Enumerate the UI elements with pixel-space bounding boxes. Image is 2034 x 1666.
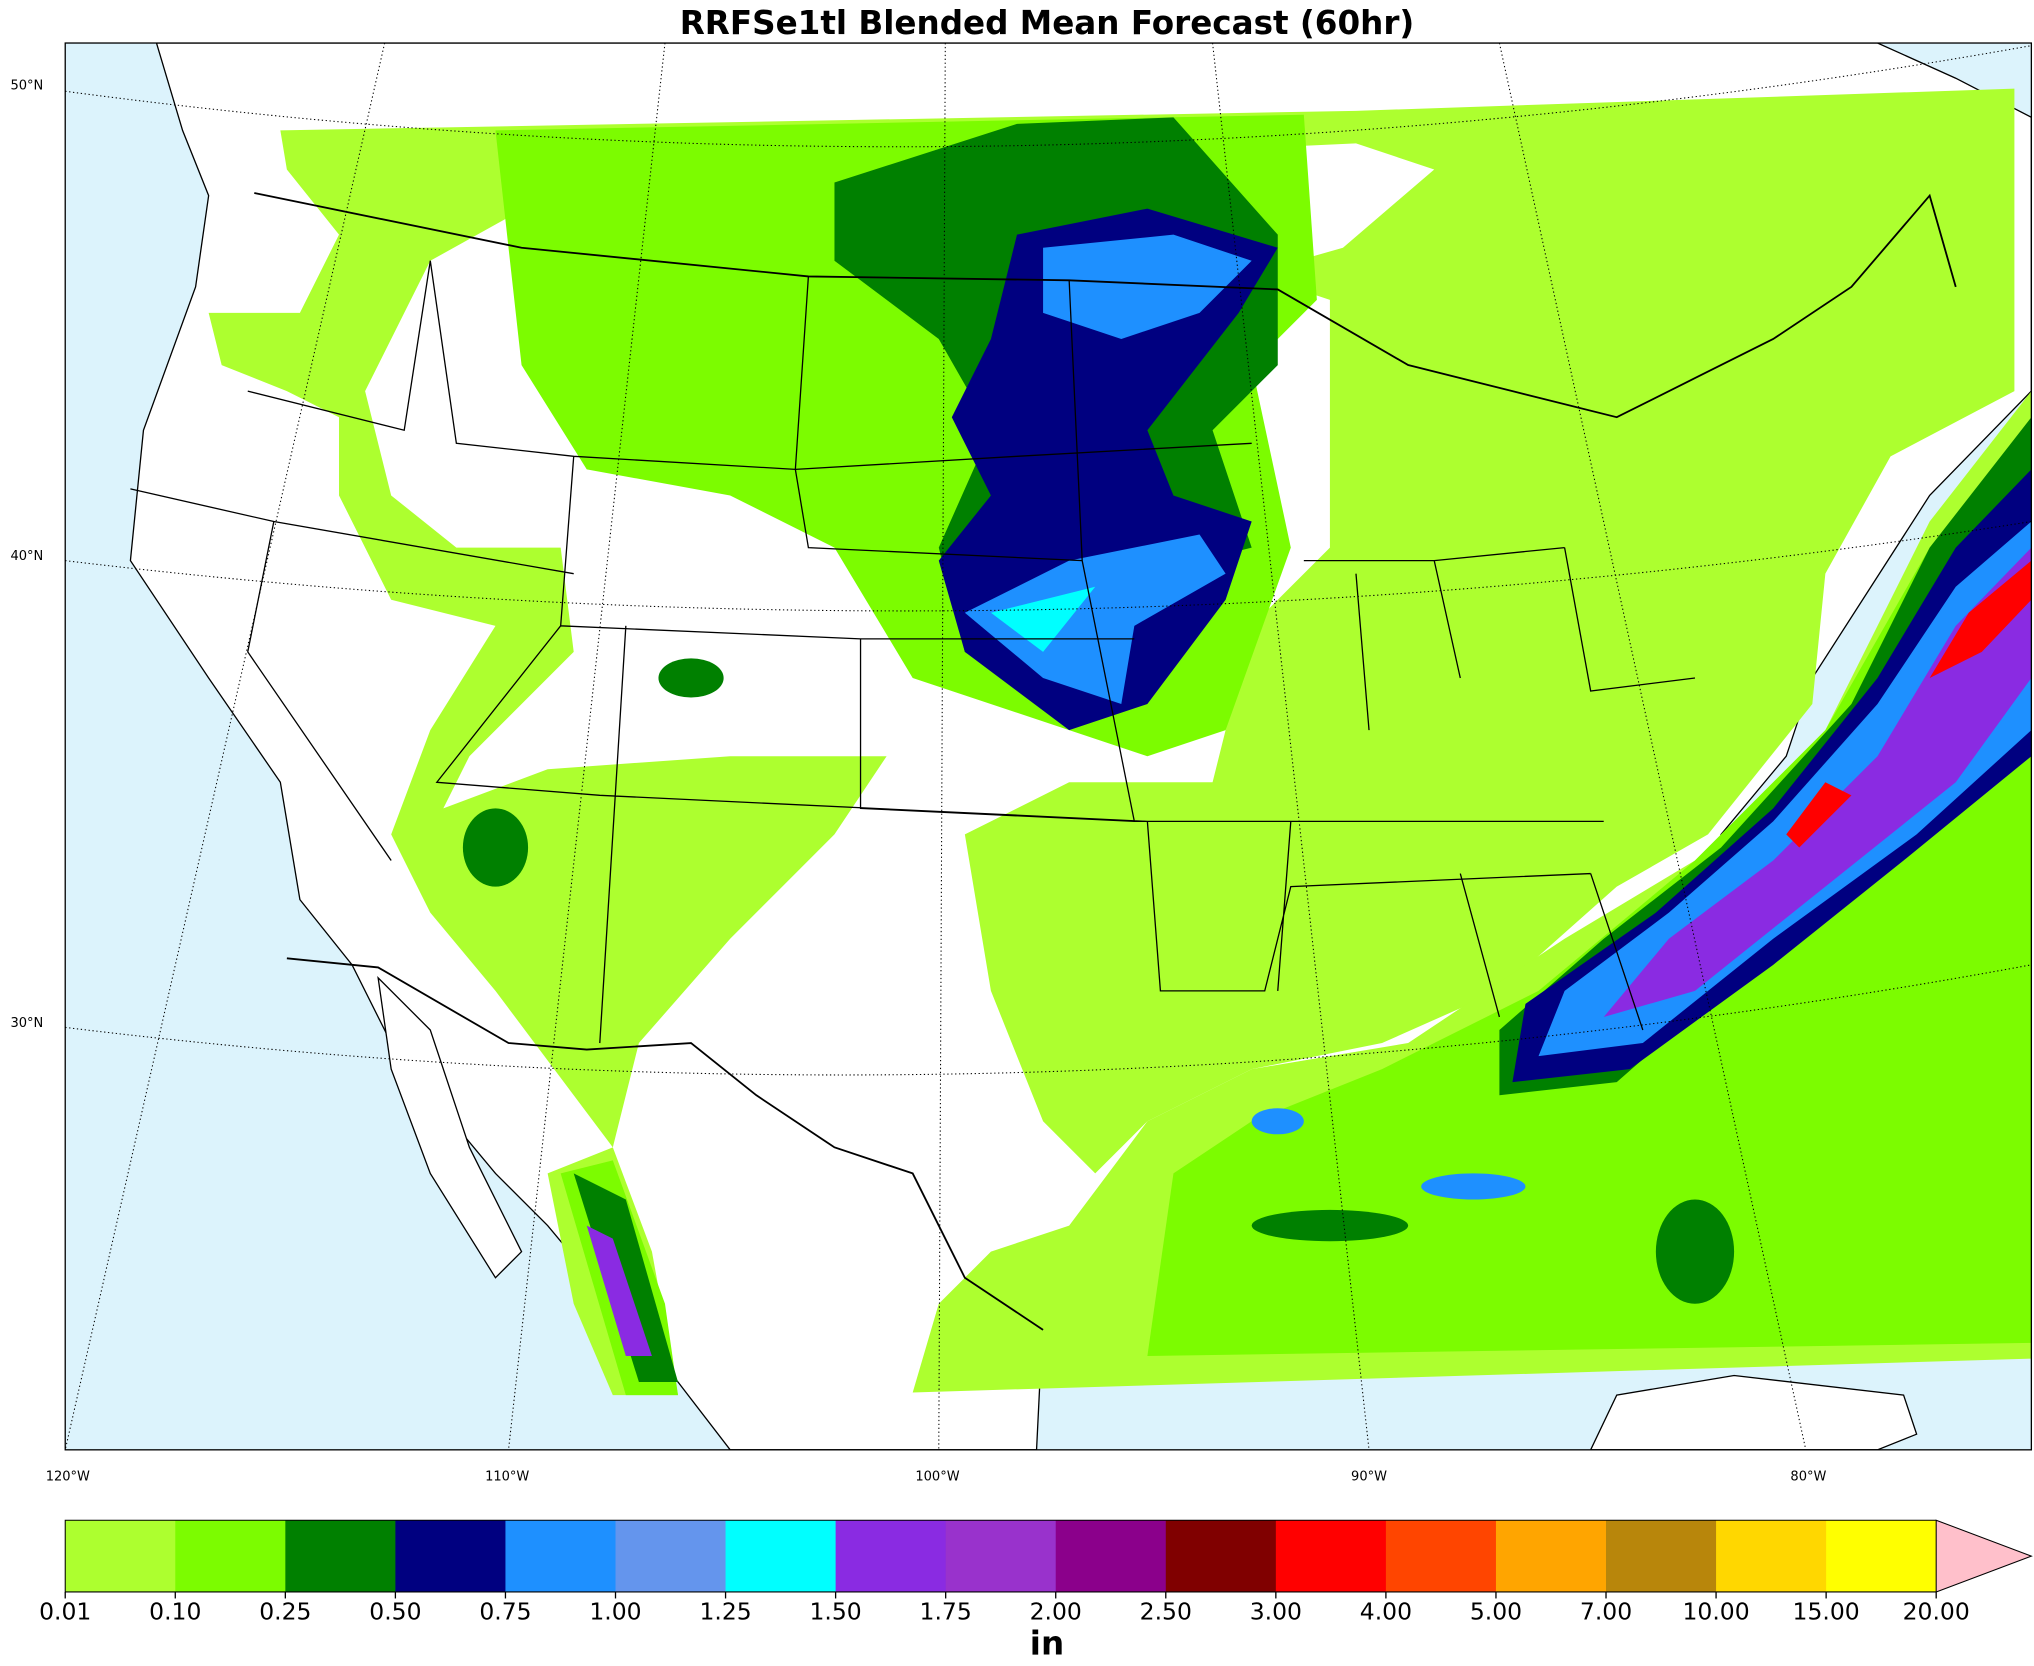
lon-label: 120°W	[46, 1470, 90, 1485]
colorbar-tick-label: 0.10	[149, 1597, 201, 1625]
lat-label: 30°N	[10, 1016, 43, 1031]
colorbar-outline	[64, 1519, 1937, 1593]
colorbar-tick-label: 0.01	[39, 1597, 91, 1625]
colorbar-segment	[1606, 1520, 1717, 1592]
colorbar-segment	[1826, 1520, 1937, 1592]
colorbar-extend	[1935, 1519, 2033, 1593]
colorbar-segment	[1165, 1520, 1277, 1592]
colorbar-tick-label: 0.50	[369, 1597, 421, 1625]
colorbar-tick-label: 1.75	[920, 1597, 972, 1625]
colorbar-segment	[505, 1520, 617, 1592]
colorbar-segment	[615, 1520, 727, 1592]
map-title: RRFSe1tl Blended Mean Forecast (60hr)	[680, 4, 1415, 42]
colorbar-segment	[395, 1520, 507, 1592]
colorbar-tick-label: 2.00	[1030, 1597, 1082, 1625]
colorbar-segment	[65, 1520, 176, 1592]
colorbar-segment	[1495, 1520, 1607, 1592]
colorbar-segment	[1275, 1520, 1387, 1592]
colorbar-tick-label: 2.50	[1140, 1597, 1192, 1625]
colorbar-segment	[1385, 1520, 1497, 1592]
colorbar-tick-label: 15.00	[1793, 1597, 1860, 1625]
colorbar-segment	[1055, 1520, 1167, 1592]
lon-label: 80°W	[1790, 1470, 1826, 1485]
colorbar-tick-label: 0.75	[479, 1597, 531, 1625]
colorbar-tick-label: 1.00	[589, 1597, 641, 1625]
colorbar-tick-label: 20.00	[1903, 1597, 1970, 1625]
lon-label: 100°W	[915, 1470, 959, 1485]
colorbar-unit: in	[1030, 1624, 1064, 1662]
colorbar-segment	[175, 1520, 286, 1592]
colorbar-segment	[285, 1520, 397, 1592]
colorbar-segment	[945, 1520, 1057, 1592]
lat-label: 40°N	[10, 549, 43, 564]
lat-label: 50°N	[10, 79, 43, 94]
colorbar-tick-label: 1.50	[810, 1597, 862, 1625]
colorbar-tick-label: 1.25	[699, 1597, 751, 1625]
colorbar-segment	[835, 1520, 947, 1592]
colorbar-tick-label: 4.00	[1360, 1597, 1412, 1625]
colorbar: 0.01 0.10 0.25 0.50 0.75 1.00 1.25 1.50 1.75 2.00…	[39, 1519, 2033, 1625]
colorbar-tick-label: 10.00	[1682, 1597, 1749, 1625]
lon-label: 110°W	[485, 1470, 529, 1485]
map-frame	[64, 42, 2033, 1451]
colorbar-tick-label: 5.00	[1470, 1597, 1522, 1625]
colorbar-tick-label: 3.00	[1250, 1597, 1302, 1625]
colorbar-tick-label: 7.00	[1580, 1597, 1632, 1625]
lon-labels: 120°W 110°W 100°W 90°W 80°W	[46, 1470, 1827, 1485]
colorbar-tick-label: 0.25	[259, 1597, 311, 1625]
lon-label: 90°W	[1351, 1470, 1387, 1485]
lat-labels: 50°N 40°N 30°N	[10, 79, 43, 1031]
colorbar-segment	[1716, 1520, 1827, 1592]
colorbar-segment	[725, 1520, 837, 1592]
map	[65, 43, 2032, 1450]
